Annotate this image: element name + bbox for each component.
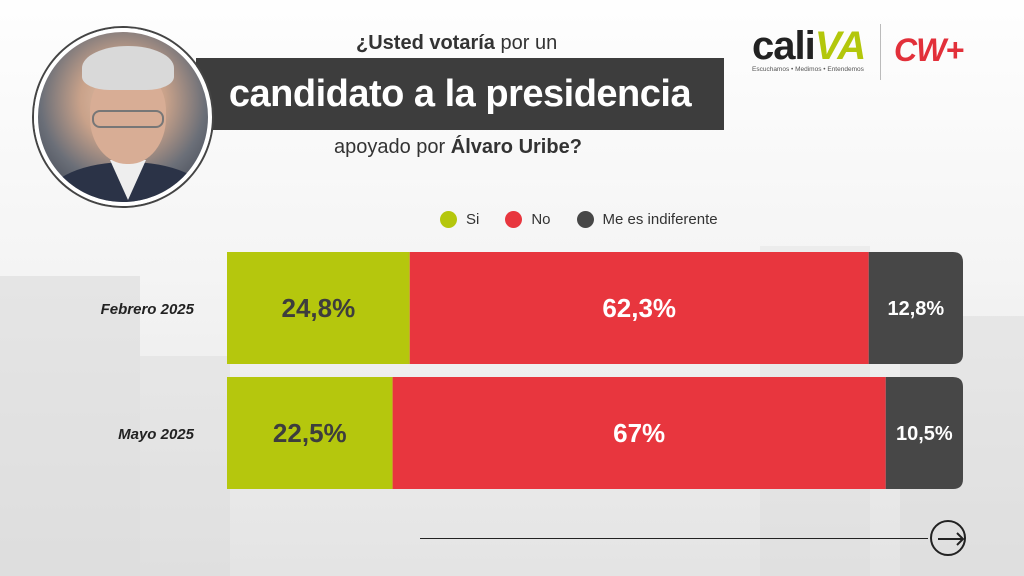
logo-divider (880, 24, 881, 80)
background-building (140, 356, 230, 576)
legend-label-indiferente: Me es indiferente (602, 211, 718, 228)
title-line-1: ¿Usted votaría por un (356, 32, 558, 54)
legend-label-si: Si (466, 211, 480, 228)
legend-item-indiferente: Me es indiferente (576, 211, 718, 228)
cw-plus-logo: CW+ (894, 32, 964, 68)
data-label-indiferente: 12,8% (887, 298, 944, 320)
next-button[interactable] (930, 520, 966, 556)
data-label-indiferente: 10,5% (896, 423, 953, 445)
bar-segment-si (227, 377, 393, 489)
category-label: Febrero 2025 (101, 301, 195, 318)
bar-segment-si (227, 252, 410, 364)
legend-swatch-indiferente (576, 211, 594, 228)
footer-divider (420, 538, 928, 539)
background-building (0, 276, 140, 576)
chart-legend: Si No Me es indiferente (440, 211, 718, 228)
bar-segment-indiferente (885, 377, 963, 489)
data-label-si: 24,8% (281, 293, 355, 323)
title-band: candidato a la presidencia (196, 58, 724, 130)
caliva-tagline: Escuchamos • Medimos • Entendemos (752, 66, 864, 73)
legend-swatch-si (440, 211, 457, 228)
bar-segment-indiferente (868, 252, 963, 364)
category-label: Mayo 2025 (118, 426, 195, 443)
legend-item-si: Si (440, 211, 479, 228)
legend-item-no: No (505, 211, 551, 228)
portrait-photo (34, 28, 212, 206)
data-label-si: 22,5% (273, 418, 347, 448)
bar-segment-no (409, 252, 869, 364)
caliva-logo: caliVA Escuchamos • Medimos • Entendemos (752, 26, 870, 73)
arrow-right-icon (938, 532, 965, 546)
bar-segment-no (392, 377, 886, 489)
legend-swatch-no (505, 211, 523, 228)
title-line-3: apoyado por Álvaro Uribe? (334, 136, 582, 158)
data-label-no: 62,3% (602, 293, 676, 323)
page-title: candidato a la presidencia (228, 72, 692, 115)
legend-label-no: No (531, 211, 551, 228)
data-label-no: 67% (613, 418, 665, 448)
